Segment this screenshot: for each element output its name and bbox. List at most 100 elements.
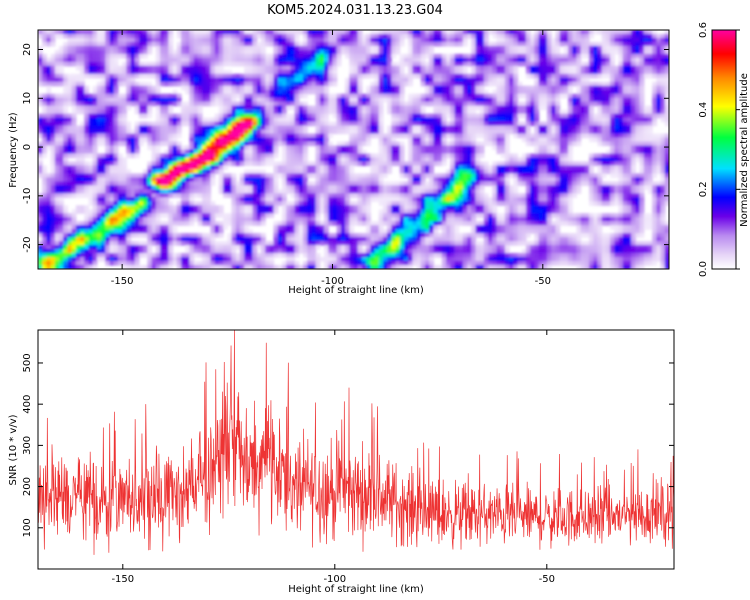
heatmap-cell [42,105,48,111]
heatmap-cell [50,73,56,79]
heatmap-cell [197,109,203,115]
heatmap-cell [109,37,115,43]
heatmap-cell [509,97,514,103]
heatmap-cell [391,101,397,107]
heatmap-cell [366,109,371,115]
heatmap-cell [492,113,498,119]
heatmap-cell [353,97,359,103]
heatmap-cell [496,129,502,135]
heatmap-cell [450,81,456,87]
heatmap-cell [425,157,430,163]
heatmap-cell [521,53,527,59]
heatmap-cell [147,81,153,87]
heatmap-cell [635,41,641,47]
heatmap-cell [387,49,392,55]
heatmap-cell [164,117,170,123]
heatmap-cell [46,109,52,115]
heatmap-cell [580,165,586,171]
heatmap-cell [433,33,439,39]
heatmap-cell [551,113,557,119]
heatmap-cell [151,149,157,155]
heatmap-cell [126,169,132,174]
heatmap-cell [218,49,224,55]
heatmap-cell [483,61,489,67]
heatmap-cell [631,85,636,91]
heatmap-cell [269,93,275,99]
heatmap-cell [311,53,317,59]
heatmap-cell [563,125,569,131]
heatmap-cell [218,121,224,127]
heatmap-cell [155,77,161,83]
heatmap-cell [147,121,153,127]
heatmap-cell [269,69,275,75]
heatmap-cell [227,53,233,59]
heatmap-cell [168,73,174,79]
heatmap-cell [610,53,615,59]
heatmap-cell [462,173,468,178]
heatmap-cell [59,129,64,135]
heatmap-cell [504,33,510,39]
heatmap-cell [399,145,405,151]
heatmap-cell [239,89,245,95]
heatmap-cell [605,37,611,43]
heatmap-cell [589,129,594,135]
heatmap-cell [328,173,334,178]
heatmap-cell [462,53,468,59]
heatmap-cell [361,137,367,143]
heatmap-cell [126,121,132,127]
heatmap-cell [286,97,291,103]
heatmap-cell [614,89,620,95]
heatmap-cell [231,49,237,55]
heatmap-cell [244,125,249,131]
heatmap-cell [391,33,397,39]
heatmap-cell [105,161,111,167]
heatmap-cell [568,53,573,59]
heatmap-cell [202,137,207,143]
heatmap-cell [122,33,127,39]
heatmap-cell [286,141,291,147]
heatmap-cell [374,33,380,39]
heatmap-cell [101,153,106,159]
heatmap-cell [96,81,102,87]
heatmap-cell [122,81,127,87]
heatmap-cell [504,69,510,75]
heatmap-cell [660,45,666,51]
heatmap-cell [303,93,308,99]
heatmap-cell [639,85,645,91]
heatmap-cell [332,101,338,107]
heatmap-cell [223,77,228,83]
heatmap-cell [75,53,81,59]
heatmap-cell [269,85,275,91]
heatmap-cell [239,157,245,163]
heatmap-cell [462,77,468,83]
heatmap-cell [614,157,620,163]
heatmap-cell [568,73,573,79]
heatmap-cell [504,169,510,174]
heatmap-cell [357,30,363,35]
heatmap-cell [273,125,279,131]
heatmap-cell [425,97,430,103]
heatmap-cell [126,73,132,79]
heatmap-cell [336,33,342,39]
heatmap-cell [286,121,291,127]
heatmap-cell [303,169,308,174]
heatmap-cell [63,141,69,147]
heatmap-cell [340,165,346,171]
heatmap-cell [235,101,241,107]
heatmap-cell [450,165,456,171]
heatmap-cell [605,45,611,51]
heatmap-cell [193,161,199,167]
heatmap-cell [370,61,376,67]
heatmap-cell [117,141,123,147]
heatmap-cell [530,141,535,147]
heatmap-cell [542,149,548,155]
heatmap-cell [101,137,106,143]
heatmap-cell [223,153,228,159]
heatmap-cell [593,65,599,71]
heatmap-cell [96,173,102,178]
heatmap-cell [433,105,439,111]
heatmap-cell [580,129,586,135]
heatmap-cell [395,93,401,99]
heatmap-cell [345,149,350,155]
heatmap-cell [450,169,456,174]
